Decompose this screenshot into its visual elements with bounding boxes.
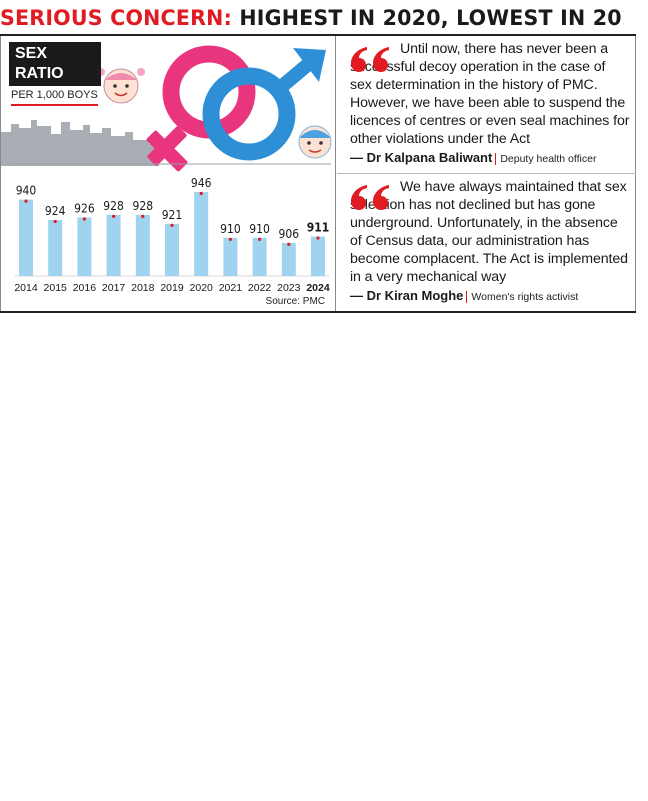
x-tick-label-2019: 2019 bbox=[160, 282, 184, 294]
chart-title-line-2: FIGURES bbox=[15, 85, 87, 102]
bar-2017 bbox=[106, 214, 121, 276]
bar-2024 bbox=[311, 236, 325, 276]
quote-block: We have always maintained that sex selec… bbox=[337, 178, 636, 311]
x-tick-label-2016: 2016 bbox=[73, 282, 97, 294]
bar-marker-2018 bbox=[141, 214, 145, 219]
quote-block: Until now, there has never been a succes… bbox=[337, 40, 636, 174]
headline-text: HIGHEST IN 2020, LOWEST IN 2023 bbox=[231, 6, 624, 30]
bar-2021 bbox=[223, 237, 238, 276]
bar-2015 bbox=[48, 220, 63, 276]
quote-author-role: Deputy health officer bbox=[495, 153, 597, 165]
quote-author: Dr Kalpana Baliwant bbox=[366, 150, 493, 165]
data-label-2020: 946 bbox=[191, 176, 212, 190]
chart-panel: 940 924 926 928 928 921 946 910 910 906 911 2014 20… bbox=[0, 36, 336, 311]
bar-marker-2019 bbox=[170, 223, 174, 227]
data-label-2019: 921 bbox=[162, 208, 183, 222]
data-label-2022: 910 bbox=[249, 222, 270, 236]
city-skyline-icon bbox=[1, 120, 159, 166]
quote-attribution: — Dr Kiran Moghe Women's rights activist bbox=[350, 287, 630, 306]
attribution-dash: — bbox=[350, 288, 367, 303]
x-tick-label-2022: 2022 bbox=[248, 282, 272, 294]
bar-marker-2024 bbox=[316, 236, 320, 240]
bar-marker-2022 bbox=[258, 237, 262, 241]
attribution-dash: — bbox=[350, 150, 367, 165]
quote-attribution: — Dr Kalpana Baliwant Deputy health offic… bbox=[350, 149, 630, 168]
quote-author-role: Women's rights activist bbox=[466, 291, 579, 303]
bar-marker-2023 bbox=[287, 242, 291, 247]
x-tick-label-2020: 2020 bbox=[190, 282, 214, 294]
data-label-2023: 906 bbox=[278, 227, 299, 241]
data-label-2015: 924 bbox=[45, 204, 66, 218]
girl-face-icon bbox=[97, 68, 145, 104]
bar-2020 bbox=[194, 192, 209, 276]
bar-2016 bbox=[77, 217, 92, 276]
male-symbol-icon bbox=[202, 48, 326, 161]
x-tick-label-2018: 2018 bbox=[131, 282, 155, 294]
x-tick-label-2014: 2014 bbox=[14, 282, 38, 294]
sex-ratio-chart: 940 924 926 928 928 921 946 910 910 906 911 2014 20… bbox=[1, 45, 332, 294]
quote-mark-icon bbox=[351, 47, 389, 72]
bar-marker-2016 bbox=[82, 217, 86, 221]
bar-marker-2017 bbox=[112, 214, 116, 219]
bar-marker-2021 bbox=[228, 237, 232, 241]
data-label-2024: 911 bbox=[307, 221, 330, 235]
headline-highlight: SERIOUS CONCERN: bbox=[0, 6, 232, 30]
x-tick-label-2015: 2015 bbox=[44, 282, 68, 294]
bar-marker-2015 bbox=[53, 219, 57, 224]
chart-title-box: SEX RATIO FIGURES bbox=[9, 42, 101, 102]
x-tick-label-2017: 2017 bbox=[102, 282, 126, 294]
data-label-2021: 910 bbox=[220, 222, 241, 236]
infographic: 940 924 926 928 928 921 946 910 910 906 911 2014 20… bbox=[0, 34, 636, 313]
data-label-2018: 928 bbox=[132, 199, 153, 213]
bar-2018 bbox=[135, 214, 150, 276]
x-tick-label-2024: 2024 bbox=[306, 282, 330, 294]
headline: SERIOUS CONCERN: HIGHEST IN 2020, LOWEST… bbox=[0, 2, 623, 34]
bar-2014 bbox=[19, 199, 33, 276]
boy-face-icon bbox=[298, 125, 332, 159]
quote-mark-icon bbox=[351, 185, 389, 210]
bar-2023 bbox=[281, 242, 296, 276]
x-tick-label-2021: 2021 bbox=[219, 282, 243, 294]
bar-2022 bbox=[252, 237, 267, 276]
quote-author: Dr Kiran Moghe bbox=[366, 288, 464, 303]
quotes-panel: Until now, there has never been a succes… bbox=[337, 36, 636, 311]
x-tick-label-2023: 2023 bbox=[277, 282, 301, 294]
chart-subtitle: PER 1,000 BOYS bbox=[11, 89, 98, 106]
chart-title-line-1: SEX RATIO bbox=[15, 45, 64, 82]
data-label-2016: 926 bbox=[74, 201, 95, 215]
source-note: Source: PMC bbox=[265, 296, 325, 307]
quote-text: We have always maintained that sex selec… bbox=[350, 179, 628, 285]
data-label-2017: 928 bbox=[103, 199, 124, 213]
bar-marker-2020 bbox=[199, 191, 203, 196]
quote-text: Until now, there has never been a succes… bbox=[350, 41, 630, 147]
bar-2019 bbox=[165, 223, 179, 276]
data-label-2014: 940 bbox=[16, 184, 37, 198]
bar-marker-2014 bbox=[24, 199, 28, 203]
